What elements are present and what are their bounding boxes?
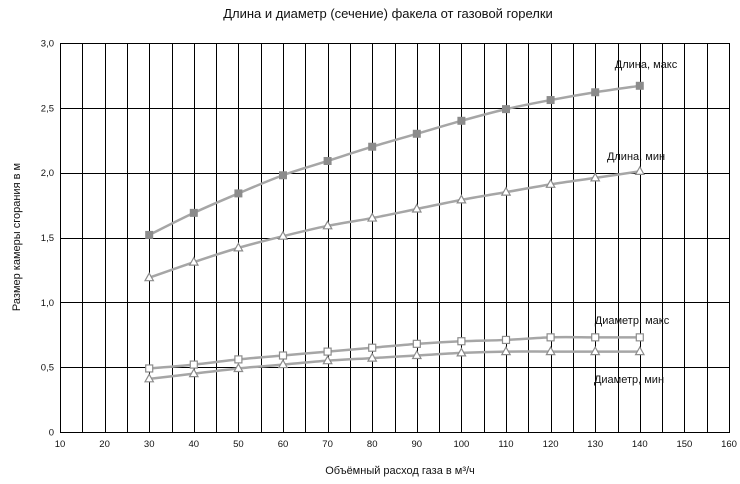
data-point-square [145, 364, 154, 373]
data-point-square [234, 355, 243, 364]
data-point-triangle [500, 186, 512, 196]
data-point-square [323, 156, 332, 165]
data-point-triangle [143, 373, 155, 383]
y-tick-label: 1,5 [41, 233, 54, 244]
data-point-square [591, 88, 600, 97]
x-tick-label: 90 [412, 439, 423, 450]
data-point-square [278, 351, 288, 360]
x-tick-label: 10 [55, 439, 66, 450]
data-point-square [546, 96, 555, 105]
data-point-triangle [233, 242, 244, 252]
data-point-square [501, 335, 511, 345]
data-point-triangle [233, 362, 244, 373]
data-point-triangle [589, 172, 601, 182]
data-point-square [457, 337, 466, 346]
series [143, 81, 646, 383]
data-point-triangle [366, 212, 378, 222]
data-point-triangle [500, 345, 512, 356]
y-tick-label: 0,5 [41, 363, 54, 374]
x-tick-label: 30 [144, 439, 155, 450]
plot-frame [60, 43, 730, 433]
data-point-triangle [545, 345, 556, 356]
x-tick-label: 110 [498, 439, 513, 450]
data-point-square [591, 333, 600, 342]
series-line-2 [148, 170, 640, 279]
y-tick-label: 2,5 [41, 103, 54, 114]
data-point-triangle [322, 220, 333, 230]
data-point-triangle [456, 194, 467, 204]
data-point-square [145, 230, 154, 239]
data-point-triangle [366, 352, 378, 362]
data-point-triangle [322, 354, 333, 365]
y-tick-label: 3,0 [41, 39, 54, 50]
y-tick-label: 0 [49, 428, 54, 439]
data-point-square [368, 343, 377, 352]
series-line-4 [149, 350, 640, 381]
x-tick-label: 150 [676, 439, 692, 450]
tick-labels: 10 20 30 40 50 60 70 80 90 100 110 120 130 140 150 160 0… [41, 39, 737, 451]
data-point-triangle [188, 367, 200, 378]
grid [60, 43, 730, 433]
data-point-square [412, 339, 421, 348]
series-label: Длина, мин [607, 151, 665, 163]
series-label: Длина, макс [615, 59, 678, 71]
data-point-square [323, 347, 332, 356]
x-axis-label: Объёмный расход газа в м³/ч [325, 465, 475, 477]
data-point-square [412, 129, 421, 138]
data-point-square [189, 208, 198, 217]
y-tick-label: 2,0 [41, 168, 54, 179]
x-tick-label: 50 [233, 439, 244, 450]
x-tick-label: 140 [632, 439, 648, 450]
x-tick-label: 100 [453, 439, 469, 450]
data-point-square [546, 333, 555, 342]
series-label: Диаметр, мин [594, 374, 664, 386]
y-tick-label: 1,0 [41, 298, 54, 309]
data-point-triangle [411, 349, 423, 360]
data-point-triangle [456, 347, 467, 357]
series-label: Диаметр, макс [595, 315, 670, 327]
data-point-triangle [277, 358, 289, 369]
data-point-square [189, 360, 198, 369]
data-point-triangle [411, 203, 423, 213]
data-point-triangle [188, 256, 200, 266]
x-tick-label: 130 [587, 439, 603, 450]
data-point-square [635, 333, 644, 342]
data-point-triangle [545, 178, 556, 188]
x-tick-label: 120 [543, 439, 559, 450]
data-point-triangle [277, 230, 289, 240]
x-tick-label: 20 [99, 439, 110, 450]
data-point-square [234, 189, 243, 198]
data-point-square [457, 116, 466, 125]
data-point-triangle [589, 345, 601, 356]
data-point-square [279, 171, 287, 180]
chart-title: Длина и диаметр (сечение) факела от газо… [223, 6, 553, 21]
data-point-triangle [634, 165, 646, 175]
x-tick-label: 70 [322, 439, 333, 450]
data-point-triangle [634, 345, 646, 356]
x-tick-label: 40 [189, 439, 200, 450]
y-axis-label: Размер камеры сгорания в м [11, 163, 23, 311]
x-tick-label: 80 [367, 439, 378, 450]
x-tick-label: 60 [278, 439, 289, 450]
x-tick-label: 160 [721, 439, 737, 450]
data-point-square [368, 142, 377, 151]
data-point-square [502, 105, 510, 114]
series-labels: Длина, макс Длина, мин Диаметр, макс Диамет… [594, 59, 678, 386]
data-point-square [635, 81, 644, 90]
data-point-triangle [143, 271, 155, 282]
